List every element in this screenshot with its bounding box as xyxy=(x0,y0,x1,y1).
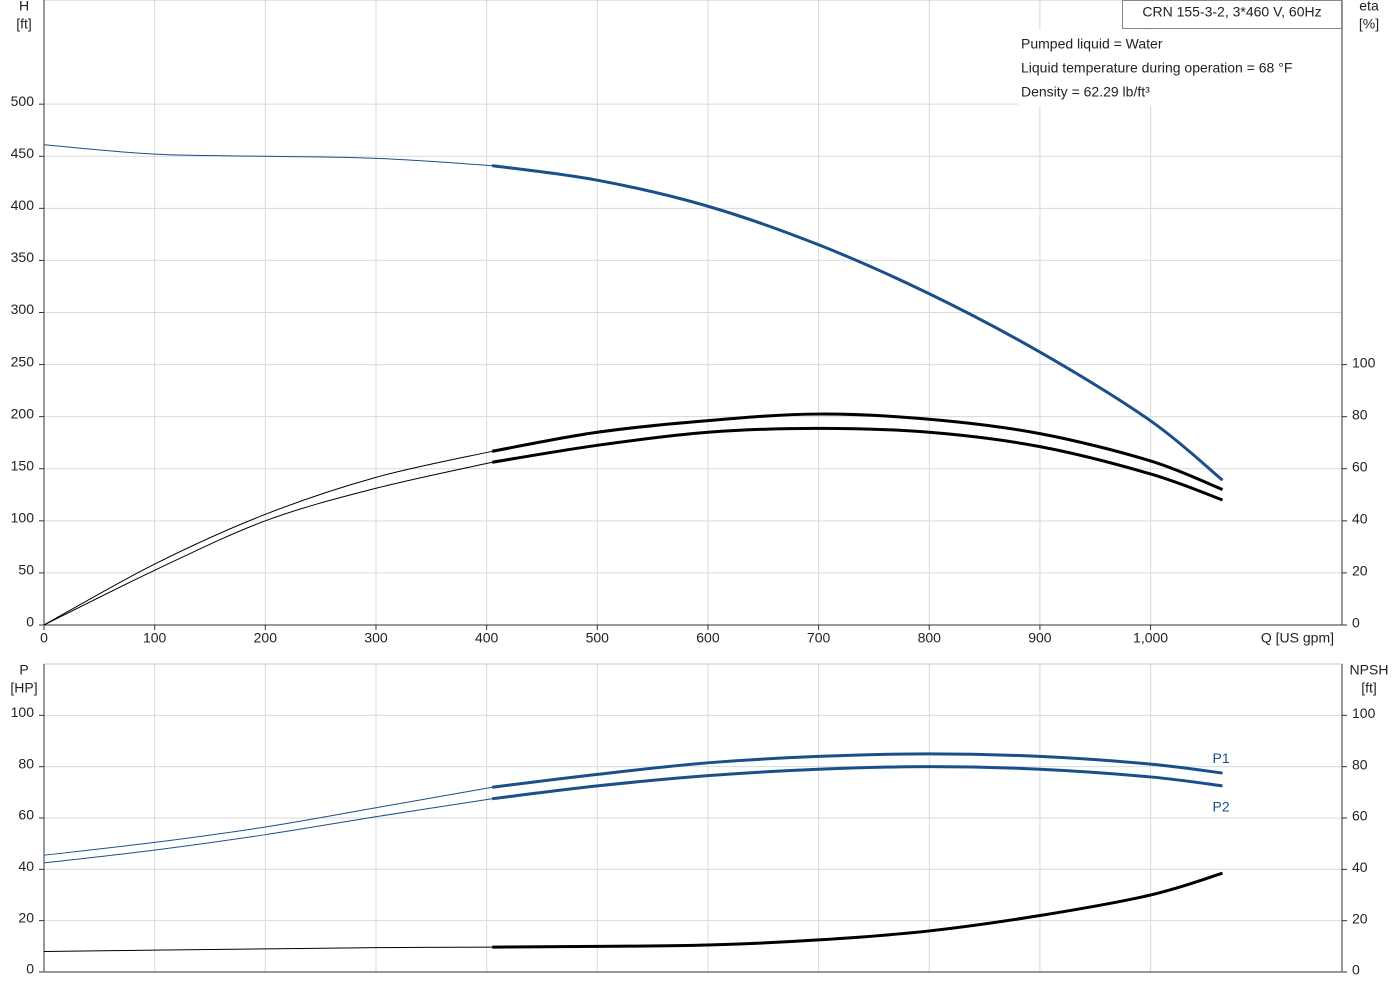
x-axis-label: Q [US gpm] xyxy=(1261,630,1334,646)
curve-thin xyxy=(43,798,493,864)
y-tick-label: 0 xyxy=(26,961,34,977)
y-tick-label: 300 xyxy=(11,301,35,317)
y2-axis-label: NPSH xyxy=(1350,662,1389,678)
y-axis-label: P xyxy=(19,662,28,678)
curve-thin xyxy=(43,786,493,856)
title-box xyxy=(1122,0,1342,29)
x-tick-label: 700 xyxy=(807,630,831,646)
y2-tick-label: 20 xyxy=(1352,563,1368,579)
y2-tick-label: 20 xyxy=(1352,910,1368,926)
y-tick-label: 350 xyxy=(11,249,35,265)
curve xyxy=(491,412,1224,491)
annotation: Density = 62.29 lb/ft³ xyxy=(1021,84,1150,100)
y-tick-label: 200 xyxy=(11,405,35,421)
y2-tick-label: 0 xyxy=(1352,962,1360,978)
y2-axis-label: [%] xyxy=(1359,16,1379,32)
info-box xyxy=(1018,30,1342,106)
y-tick-label: 80 xyxy=(18,755,34,771)
x-tick-label: 200 xyxy=(254,630,278,646)
series-label: P1 xyxy=(1212,750,1229,766)
curve-thin xyxy=(43,450,493,626)
series-label: P2 xyxy=(1212,799,1229,815)
y-tick-label: 20 xyxy=(18,909,34,925)
y-tick-label: 100 xyxy=(11,510,35,526)
x-tick-label: 800 xyxy=(918,630,942,646)
y2-tick-label: 60 xyxy=(1352,808,1368,824)
y2-tick-label: 80 xyxy=(1352,406,1368,422)
y-axis-label: [ft] xyxy=(16,16,32,32)
y-tick-label: 450 xyxy=(11,145,35,161)
annotation: Liquid temperature during operation = 68… xyxy=(1021,60,1292,76)
curve xyxy=(492,871,1223,949)
x-tick-label: 900 xyxy=(1028,630,1052,646)
curve-thin xyxy=(43,946,493,952)
y-tick-label: 400 xyxy=(11,197,35,213)
y2-tick-label: 80 xyxy=(1352,756,1368,772)
y2-tick-label: 0 xyxy=(1352,615,1360,631)
y-tick-label: 40 xyxy=(18,858,34,874)
curve-thin xyxy=(43,461,493,626)
curve xyxy=(491,765,1223,801)
curve-thin xyxy=(43,144,493,167)
x-tick-label: 100 xyxy=(143,630,167,646)
curve xyxy=(491,164,1224,482)
y2-tick-label: 40 xyxy=(1352,511,1368,527)
y2-tick-label: 60 xyxy=(1352,458,1368,474)
y2-tick-label: 40 xyxy=(1352,859,1368,875)
y-tick-label: 100 xyxy=(11,704,35,720)
x-tick-label: 1,000 xyxy=(1133,630,1168,646)
y2-axis-label: [ft] xyxy=(1361,680,1377,696)
x-tick-label: 400 xyxy=(475,630,499,646)
curve xyxy=(491,426,1224,502)
y-axis-label: H xyxy=(19,0,29,14)
y-tick-label: 500 xyxy=(11,93,35,109)
x-tick-label: 300 xyxy=(364,630,388,646)
x-tick-label: 500 xyxy=(586,630,610,646)
y2-axis-label: eta xyxy=(1359,0,1379,14)
curve xyxy=(491,752,1223,789)
y-tick-label: 50 xyxy=(18,562,34,578)
y-axis-label: [HP] xyxy=(10,680,37,696)
y2-tick-label: 100 xyxy=(1352,705,1376,721)
annotation: Pumped liquid = Water xyxy=(1021,36,1163,52)
y-tick-label: 60 xyxy=(18,807,34,823)
chart-title: CRN 155-3-2, 3*460 V, 60Hz xyxy=(1142,4,1321,20)
x-tick-label: 600 xyxy=(696,630,720,646)
x-tick-label: 0 xyxy=(40,630,48,646)
y2-tick-label: 100 xyxy=(1352,354,1376,370)
y-tick-label: 0 xyxy=(26,614,34,630)
y-tick-label: 250 xyxy=(11,353,35,369)
y-tick-label: 150 xyxy=(11,457,35,473)
